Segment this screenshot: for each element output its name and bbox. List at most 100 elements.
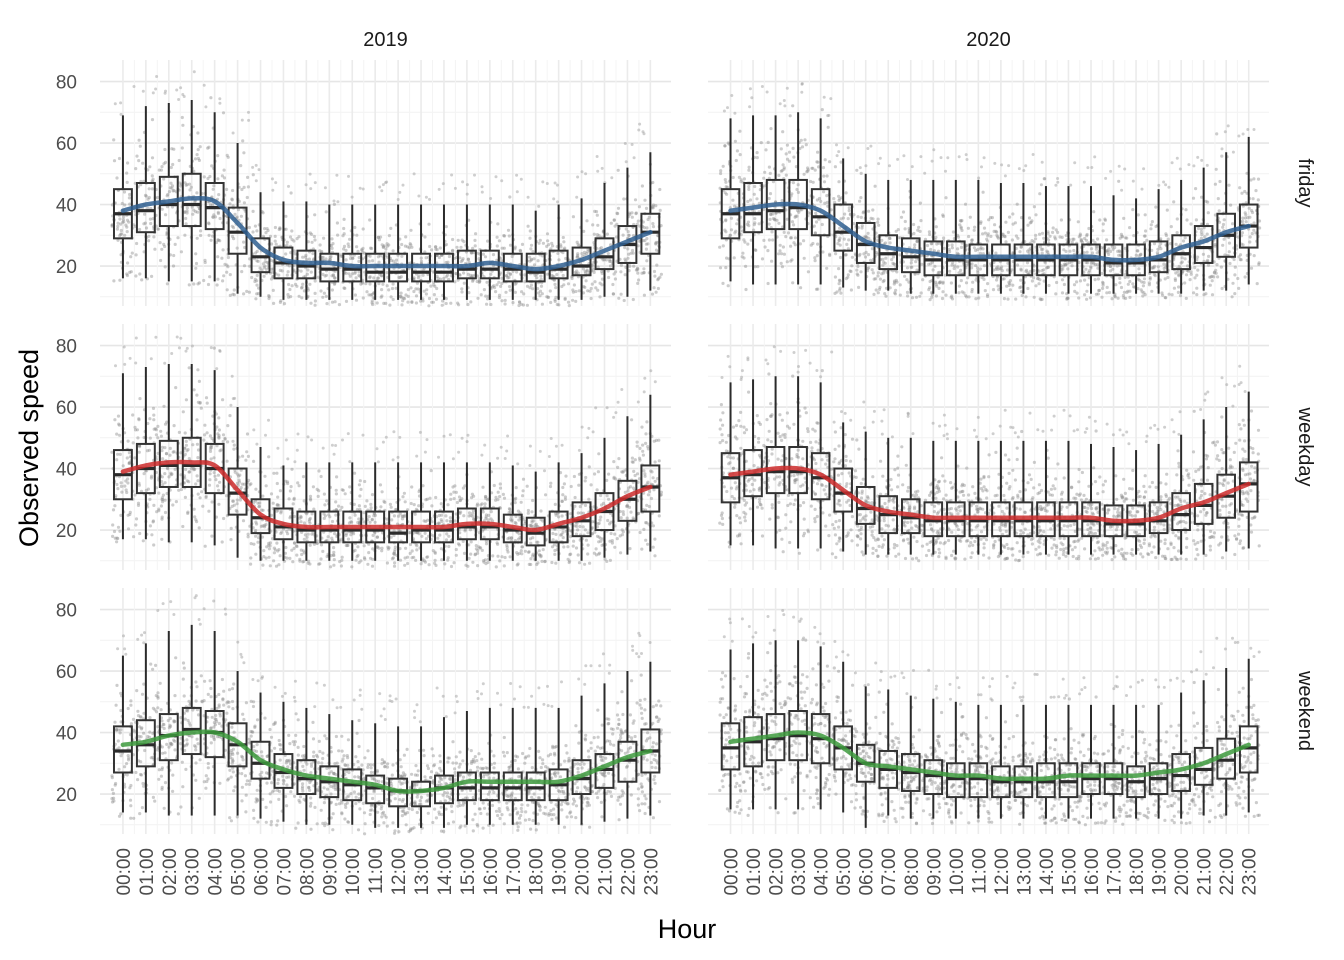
data-point bbox=[472, 251, 476, 255]
data-point bbox=[1072, 283, 1077, 287]
data-point bbox=[843, 212, 847, 216]
data-point bbox=[286, 293, 290, 297]
data-point bbox=[850, 255, 855, 259]
outlier-point bbox=[610, 176, 614, 180]
data-point bbox=[251, 173, 255, 177]
data-point bbox=[138, 531, 142, 536]
data-point bbox=[1043, 261, 1047, 265]
outlier-point bbox=[218, 349, 222, 352]
data-point bbox=[150, 187, 154, 191]
outlier-point bbox=[276, 446, 280, 450]
data-point bbox=[353, 548, 357, 553]
data-point bbox=[628, 213, 632, 217]
data-point bbox=[1047, 283, 1051, 288]
data-point bbox=[1105, 249, 1109, 253]
outlier-point bbox=[185, 346, 189, 350]
data-point bbox=[1068, 261, 1072, 265]
data-point bbox=[1122, 290, 1126, 294]
data-point bbox=[358, 494, 362, 498]
data-point bbox=[214, 478, 218, 482]
outlier-point bbox=[957, 155, 961, 159]
data-point bbox=[233, 212, 237, 216]
data-point bbox=[552, 278, 556, 282]
outlier-point bbox=[270, 177, 274, 181]
data-point bbox=[402, 491, 406, 495]
data-point bbox=[408, 542, 413, 547]
data-point bbox=[217, 193, 221, 197]
data-point bbox=[1107, 247, 1111, 251]
data-point bbox=[150, 474, 154, 478]
data-point bbox=[811, 166, 815, 170]
data-point bbox=[333, 300, 337, 304]
data-point bbox=[332, 550, 336, 555]
outlier-point bbox=[637, 128, 641, 132]
outlier-point bbox=[515, 173, 519, 177]
data-point bbox=[203, 544, 207, 548]
data-point bbox=[612, 218, 616, 222]
outlier-point bbox=[347, 174, 350, 178]
data-point bbox=[1118, 250, 1122, 254]
data-point bbox=[332, 202, 336, 206]
data-point bbox=[404, 235, 408, 239]
outlier-point bbox=[398, 190, 402, 194]
data-point bbox=[1105, 291, 1109, 295]
outlier-point bbox=[1175, 156, 1179, 160]
data-point bbox=[202, 438, 206, 442]
data-point bbox=[163, 244, 167, 249]
outlier-point bbox=[423, 450, 427, 454]
data-point bbox=[873, 184, 877, 188]
data-point bbox=[421, 273, 425, 277]
data-point bbox=[196, 148, 200, 152]
outlier-point bbox=[448, 433, 452, 437]
data-point bbox=[181, 524, 185, 529]
outlier-point bbox=[380, 189, 384, 193]
data-point bbox=[337, 504, 341, 508]
data-point bbox=[466, 272, 470, 276]
data-point bbox=[409, 243, 413, 247]
data-point bbox=[787, 150, 792, 154]
data-point bbox=[1174, 242, 1178, 246]
data-point bbox=[1101, 286, 1105, 290]
outlier-point bbox=[858, 166, 862, 170]
data-point bbox=[556, 251, 560, 255]
data-point bbox=[1126, 282, 1130, 286]
data-point bbox=[828, 252, 832, 256]
data-point bbox=[206, 282, 211, 287]
data-point bbox=[112, 279, 116, 283]
data-point bbox=[489, 302, 493, 307]
data-point bbox=[1026, 286, 1030, 291]
data-point bbox=[368, 520, 372, 524]
data-point bbox=[876, 217, 880, 221]
data-point bbox=[1019, 268, 1023, 272]
data-point bbox=[979, 221, 983, 225]
data-point bbox=[651, 203, 656, 207]
data-point bbox=[387, 288, 391, 292]
data-point bbox=[735, 222, 739, 226]
data-point bbox=[770, 259, 774, 263]
data-point bbox=[609, 221, 613, 225]
data-point bbox=[429, 469, 433, 473]
data-point bbox=[344, 543, 348, 548]
data-point bbox=[196, 210, 200, 214]
data-point bbox=[261, 211, 265, 215]
data-point bbox=[1077, 235, 1081, 239]
data-point bbox=[216, 238, 221, 242]
data-point bbox=[768, 171, 772, 175]
data-point bbox=[377, 238, 381, 242]
data-point bbox=[616, 168, 620, 172]
data-point bbox=[269, 492, 274, 496]
data-point bbox=[307, 257, 311, 261]
data-point bbox=[1195, 286, 1199, 290]
outlier-point bbox=[919, 155, 923, 159]
data-point bbox=[212, 456, 216, 460]
data-point bbox=[184, 398, 188, 402]
data-point bbox=[980, 275, 984, 280]
data-point bbox=[371, 302, 375, 307]
data-point bbox=[600, 277, 605, 281]
data-point bbox=[644, 206, 649, 210]
data-point bbox=[789, 244, 793, 248]
data-point bbox=[862, 252, 866, 256]
data-point bbox=[195, 153, 199, 157]
data-point bbox=[131, 441, 135, 445]
data-point bbox=[538, 238, 542, 242]
